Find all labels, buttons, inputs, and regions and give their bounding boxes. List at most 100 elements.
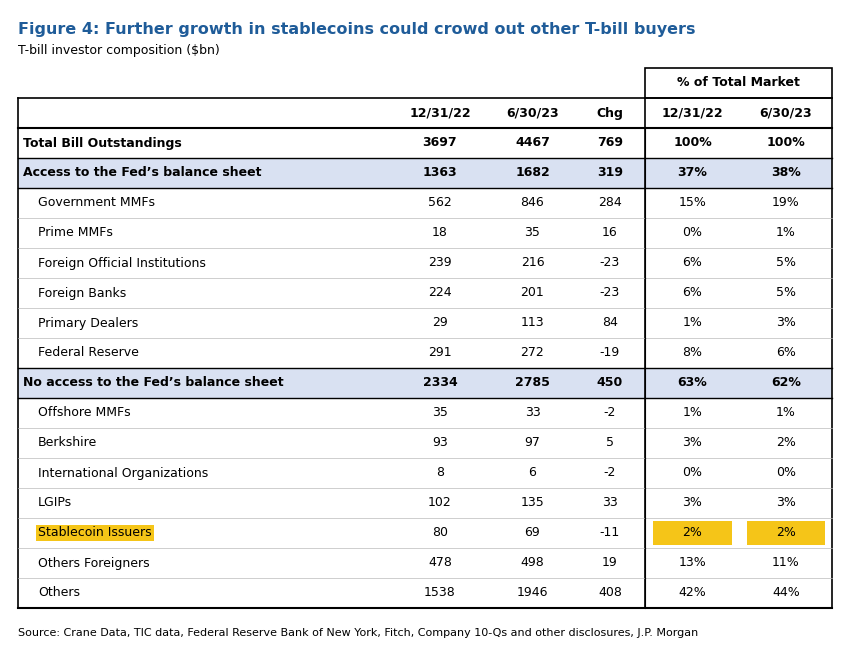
- Text: 69: 69: [524, 526, 541, 540]
- Text: 846: 846: [520, 197, 544, 209]
- Text: 239: 239: [428, 256, 452, 269]
- Text: 35: 35: [524, 226, 541, 240]
- Text: 2334: 2334: [422, 377, 457, 389]
- Text: International Organizations: International Organizations: [38, 467, 208, 479]
- Text: 63%: 63%: [677, 377, 707, 389]
- Text: 5: 5: [606, 436, 614, 449]
- Text: 1538: 1538: [424, 587, 456, 600]
- Bar: [747, 521, 824, 545]
- Text: 102: 102: [428, 496, 452, 510]
- Text: 6%: 6%: [776, 346, 796, 359]
- Text: 62%: 62%: [771, 377, 801, 389]
- Text: No access to the Fed’s balance sheet: No access to the Fed’s balance sheet: [23, 377, 284, 389]
- Text: 1%: 1%: [776, 406, 796, 420]
- Text: -19: -19: [600, 346, 620, 359]
- Text: Source: Crane Data, TIC data, Federal Reserve Bank of New York, Fitch, Company 1: Source: Crane Data, TIC data, Federal Re…: [18, 628, 698, 638]
- Text: 5%: 5%: [776, 287, 796, 299]
- Bar: [645, 68, 832, 98]
- Text: 319: 319: [597, 167, 623, 179]
- Text: 6%: 6%: [683, 256, 702, 269]
- Text: 2%: 2%: [776, 526, 796, 540]
- Text: 1%: 1%: [776, 226, 796, 240]
- Text: 3%: 3%: [776, 316, 796, 330]
- Text: Total Bill Outstandings: Total Bill Outstandings: [23, 136, 182, 150]
- Text: 11%: 11%: [772, 557, 800, 569]
- Text: 1%: 1%: [683, 406, 702, 420]
- Text: 0%: 0%: [776, 467, 796, 479]
- Text: 135: 135: [520, 496, 544, 510]
- Text: Foreign Banks: Foreign Banks: [38, 287, 127, 299]
- Text: Government MMFs: Government MMFs: [38, 197, 155, 209]
- Text: 1682: 1682: [515, 167, 550, 179]
- Text: 15%: 15%: [678, 197, 706, 209]
- Text: 1363: 1363: [422, 167, 457, 179]
- Text: -2: -2: [604, 406, 616, 420]
- Text: 6: 6: [529, 467, 536, 479]
- Text: 100%: 100%: [767, 136, 805, 150]
- Text: -23: -23: [600, 256, 620, 269]
- Text: 97: 97: [524, 436, 541, 449]
- Text: 8%: 8%: [683, 346, 702, 359]
- Text: LGIPs: LGIPs: [38, 496, 72, 510]
- Text: 113: 113: [521, 316, 544, 330]
- Text: % of Total Market: % of Total Market: [677, 77, 800, 89]
- Text: 16: 16: [602, 226, 618, 240]
- Text: Others: Others: [38, 587, 80, 600]
- Text: 19%: 19%: [772, 197, 800, 209]
- Text: Figure 4: Further growth in stablecoins could crowd out other T-bill buyers: Figure 4: Further growth in stablecoins …: [18, 22, 695, 37]
- Text: 100%: 100%: [673, 136, 711, 150]
- Text: 12/31/22: 12/31/22: [409, 107, 471, 120]
- Text: 3%: 3%: [683, 496, 702, 510]
- Text: 4467: 4467: [515, 136, 550, 150]
- Text: 284: 284: [598, 197, 622, 209]
- Text: 2%: 2%: [683, 526, 702, 540]
- Text: 18: 18: [432, 226, 448, 240]
- Text: 6%: 6%: [683, 287, 702, 299]
- Text: 38%: 38%: [771, 167, 801, 179]
- Text: 3%: 3%: [683, 436, 702, 449]
- Bar: [653, 521, 733, 545]
- Text: 1946: 1946: [517, 587, 548, 600]
- Text: 6/30/23: 6/30/23: [760, 107, 813, 120]
- Text: Berkshire: Berkshire: [38, 436, 97, 449]
- Text: 3697: 3697: [422, 136, 457, 150]
- Bar: [18, 368, 832, 398]
- Text: 93: 93: [432, 436, 448, 449]
- Text: Others Foreigners: Others Foreigners: [38, 557, 150, 569]
- Text: 0%: 0%: [683, 226, 702, 240]
- Text: Chg: Chg: [597, 107, 623, 120]
- Text: 8: 8: [436, 467, 444, 479]
- Text: 291: 291: [428, 346, 452, 359]
- Text: 13%: 13%: [678, 557, 706, 569]
- Text: 478: 478: [428, 557, 452, 569]
- Text: Foreign Official Institutions: Foreign Official Institutions: [38, 256, 206, 269]
- Text: 408: 408: [598, 587, 622, 600]
- Text: 0%: 0%: [683, 467, 702, 479]
- Text: Prime MMFs: Prime MMFs: [38, 226, 113, 240]
- Text: 3%: 3%: [776, 496, 796, 510]
- Text: 1%: 1%: [683, 316, 702, 330]
- Text: 224: 224: [428, 287, 452, 299]
- Text: 562: 562: [428, 197, 452, 209]
- Text: 769: 769: [597, 136, 623, 150]
- Text: 498: 498: [520, 557, 544, 569]
- Text: 5%: 5%: [776, 256, 796, 269]
- Text: 12/31/22: 12/31/22: [661, 107, 723, 120]
- Text: -11: -11: [600, 526, 620, 540]
- Text: 80: 80: [432, 526, 448, 540]
- Text: -2: -2: [604, 467, 616, 479]
- Text: 84: 84: [602, 316, 618, 330]
- Text: 29: 29: [432, 316, 448, 330]
- Text: Stablecoin Issuers: Stablecoin Issuers: [38, 526, 151, 540]
- Text: 33: 33: [602, 496, 618, 510]
- Text: 35: 35: [432, 406, 448, 420]
- Text: Access to the Fed’s balance sheet: Access to the Fed’s balance sheet: [23, 167, 262, 179]
- Text: Primary Dealers: Primary Dealers: [38, 316, 139, 330]
- Text: -23: -23: [600, 287, 620, 299]
- Bar: [18, 158, 832, 188]
- Text: 37%: 37%: [677, 167, 707, 179]
- Text: Offshore MMFs: Offshore MMFs: [38, 406, 131, 420]
- Text: 450: 450: [597, 377, 623, 389]
- Text: Federal Reserve: Federal Reserve: [38, 346, 139, 359]
- Text: 2785: 2785: [515, 377, 550, 389]
